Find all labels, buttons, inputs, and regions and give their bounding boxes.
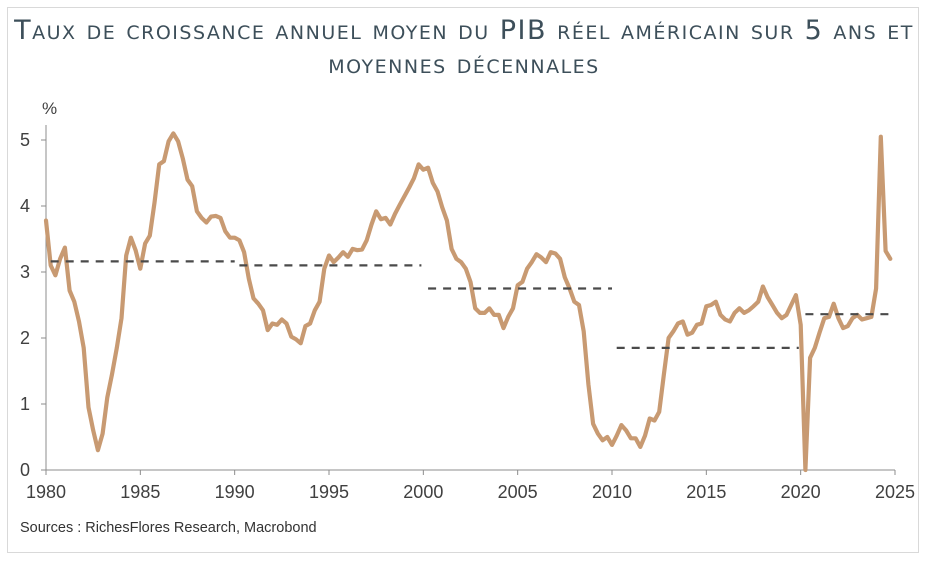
chart-frame — [7, 7, 919, 553]
source-note: Sources : RichesFlores Research, Macrobo… — [20, 520, 317, 536]
gdp-growth-line — [43, 131, 893, 473]
x-tick-label: 2005 — [498, 482, 538, 502]
chart-title: Taux de croissance annuel moyen du PIB r… — [14, 15, 914, 80]
y-axis-unit-label: % — [42, 99, 57, 118]
tick-labels: 0 1 2 3 4 5 1980 1985 1990 1995 2000 2005 2010 2015 20… — [20, 130, 915, 502]
y-tick-label: 4 — [20, 196, 30, 216]
y-tick-label: 0 — [20, 460, 30, 480]
x-tick-label: 2020 — [781, 482, 821, 502]
x-tick-label: 1985 — [120, 482, 160, 502]
y-tick-label: 5 — [20, 130, 30, 150]
x-tick-label: 1995 — [309, 482, 349, 502]
x-tick-label: 1990 — [215, 482, 255, 502]
series-layer — [43, 131, 895, 473]
x-tick-label: 2000 — [403, 482, 443, 502]
y-tick-label: 2 — [20, 328, 30, 348]
chart-axes — [41, 125, 896, 475]
y-tick-label: 3 — [20, 262, 30, 282]
x-tick-label: 1980 — [26, 482, 66, 502]
y-tick-label: 1 — [20, 394, 30, 414]
x-tick-label: 2025 — [875, 482, 915, 502]
x-tick-label: 2010 — [592, 482, 632, 502]
x-tick-label: 2015 — [686, 482, 726, 502]
